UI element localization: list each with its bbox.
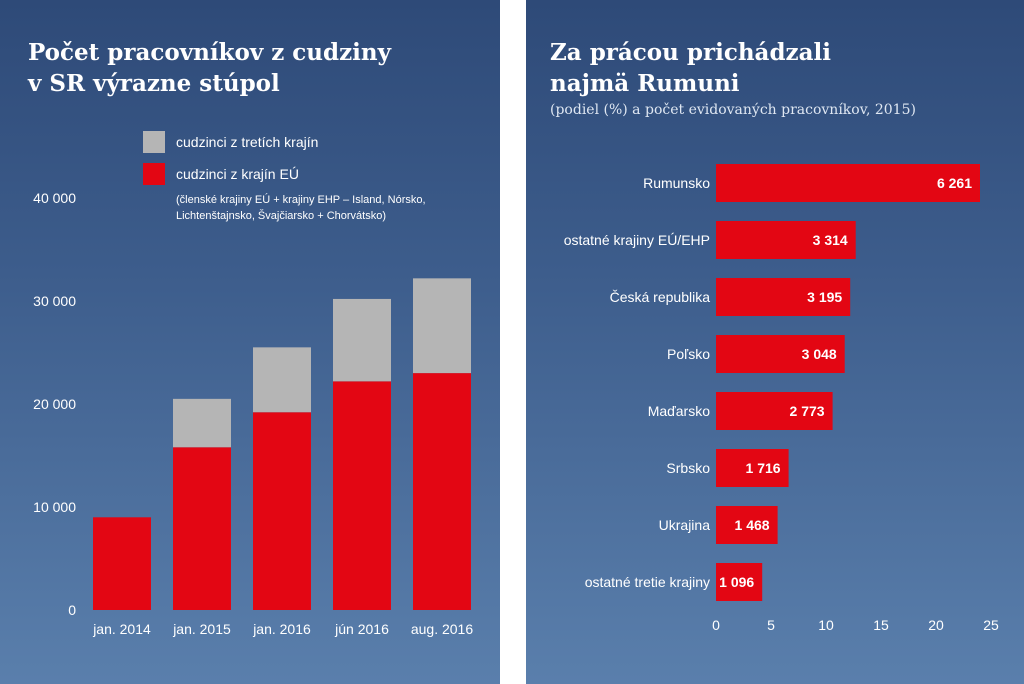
y-tick-label: 20 000 bbox=[33, 396, 76, 412]
x-category-label: jan. 2014 bbox=[92, 621, 151, 637]
legend-swatch-red bbox=[143, 163, 165, 185]
bar-eu bbox=[173, 447, 231, 610]
horizontal-bar-chart: Rumunsko 6 261 ostatné krajiny EÚ/EHP 3 314… bbox=[564, 164, 999, 633]
bar-eu bbox=[253, 412, 311, 610]
y-tick-label: 10 000 bbox=[33, 499, 76, 515]
count-label: 3 314 bbox=[813, 232, 848, 248]
x-tick-label: 25 bbox=[983, 617, 999, 633]
country-label: Maďarsko bbox=[648, 403, 711, 419]
bar-country bbox=[716, 221, 856, 259]
left-chart-title-line1: Počet pracovníkov z cudziny bbox=[28, 39, 391, 66]
right-chart-subtitle: (podiel (%) a počet evidovaných pracovní… bbox=[550, 102, 916, 118]
count-label: 1 096 bbox=[719, 574, 754, 590]
bar-country bbox=[716, 278, 851, 316]
bar-country bbox=[716, 335, 845, 373]
country-label: Ukrajina bbox=[659, 517, 711, 533]
bar-country bbox=[716, 164, 980, 202]
bar-eu bbox=[413, 373, 471, 610]
country-label: ostatné krajiny EÚ/EHP bbox=[564, 232, 710, 248]
count-label: 1 468 bbox=[735, 517, 770, 533]
stacked-bar-chart: 0 10 000 20 000 30 000 40 000 jan. 2014 jan. 2… bbox=[33, 190, 473, 637]
country-label: ostatné tretie krajiny bbox=[585, 574, 710, 590]
country-label: Rumunsko bbox=[643, 175, 710, 191]
right-chart-panel: Za prácou prichádzali najmä Rumuni (podi… bbox=[526, 0, 1024, 684]
x-category-label: jan. 2015 bbox=[172, 621, 231, 637]
bar-country bbox=[716, 506, 778, 544]
x-tick-label: 0 bbox=[712, 617, 720, 633]
bar-country bbox=[716, 449, 789, 487]
y-tick-label: 0 bbox=[68, 602, 76, 618]
legend-item-eu-countries: cudzinci z krajín EÚ bbox=[143, 163, 299, 185]
x-category-label: jún 2016 bbox=[334, 621, 389, 637]
legend-swatch-gray bbox=[143, 131, 165, 153]
country-label: Česká republika bbox=[610, 289, 711, 305]
bar-country bbox=[716, 563, 763, 601]
x-tick-label: 10 bbox=[818, 617, 834, 633]
left-chart-title-line2: v SR výrazne stúpol bbox=[28, 70, 280, 97]
legend-label-third-countries: cudzinci z tretích krajín bbox=[176, 134, 319, 150]
y-tick-label: 40 000 bbox=[33, 190, 76, 206]
x-category-label: aug. 2016 bbox=[411, 621, 473, 637]
x-category-label: jan. 2016 bbox=[252, 621, 311, 637]
legend-note-line2: Lichtenštajnsko, Švajčiarsko + Chorvátsk… bbox=[176, 210, 387, 222]
count-label: 1 716 bbox=[746, 460, 781, 476]
y-tick-label: 30 000 bbox=[33, 293, 76, 309]
x-tick-label: 20 bbox=[928, 617, 944, 633]
legend-note: (členské krajiny EÚ + krajiny EHP – Isla… bbox=[176, 192, 476, 224]
legend-label-eu-countries: cudzinci z krajín EÚ bbox=[176, 166, 299, 182]
count-label: 3 195 bbox=[807, 289, 842, 305]
left-chart-panel: Počet pracovníkov z cudziny v SR výrazne… bbox=[0, 0, 500, 684]
bar-third-countries bbox=[173, 398, 231, 448]
x-tick-label: 5 bbox=[767, 617, 775, 633]
bar-third-countries bbox=[413, 278, 471, 374]
bar-third-countries bbox=[333, 298, 391, 382]
bar-country bbox=[716, 392, 833, 430]
count-label: 6 261 bbox=[937, 175, 972, 191]
country-label: Srbsko bbox=[666, 460, 710, 476]
legend-note-line1: (členské krajiny EÚ + krajiny EHP – Isla… bbox=[176, 194, 426, 206]
count-label: 3 048 bbox=[802, 346, 837, 362]
bar-third-countries bbox=[253, 347, 311, 413]
right-chart-title-line2: najmä Rumuni bbox=[550, 70, 740, 97]
bar-eu bbox=[333, 381, 391, 610]
right-chart-title-line1: Za prácou prichádzali bbox=[550, 39, 831, 66]
bar-eu bbox=[93, 517, 151, 610]
x-tick-label: 15 bbox=[873, 617, 889, 633]
country-label: Poľsko bbox=[667, 346, 710, 362]
count-label: 2 773 bbox=[790, 403, 825, 419]
legend-item-third-countries: cudzinci z tretích krajín bbox=[143, 131, 318, 153]
